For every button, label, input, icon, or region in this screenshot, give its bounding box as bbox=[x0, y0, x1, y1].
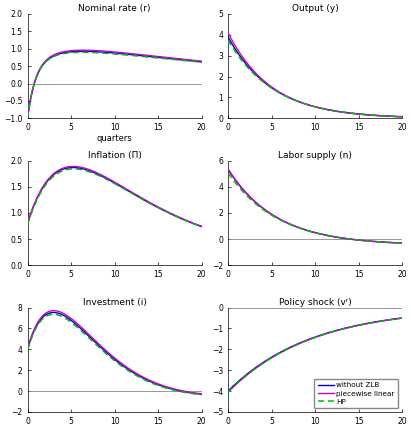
Title: Output (y): Output (y) bbox=[292, 4, 338, 13]
Title: Policy shock (vʳ): Policy shock (vʳ) bbox=[279, 298, 351, 307]
Title: Nominal rate (r): Nominal rate (r) bbox=[78, 4, 151, 13]
Legend: without ZLB, piecewise linear, HP: without ZLB, piecewise linear, HP bbox=[314, 379, 398, 408]
Title: Investment (i): Investment (i) bbox=[83, 298, 146, 307]
Title: Labor supply (n): Labor supply (n) bbox=[278, 151, 352, 160]
X-axis label: quarters: quarters bbox=[97, 134, 132, 143]
Title: Inflation (Π): Inflation (Π) bbox=[88, 151, 141, 160]
